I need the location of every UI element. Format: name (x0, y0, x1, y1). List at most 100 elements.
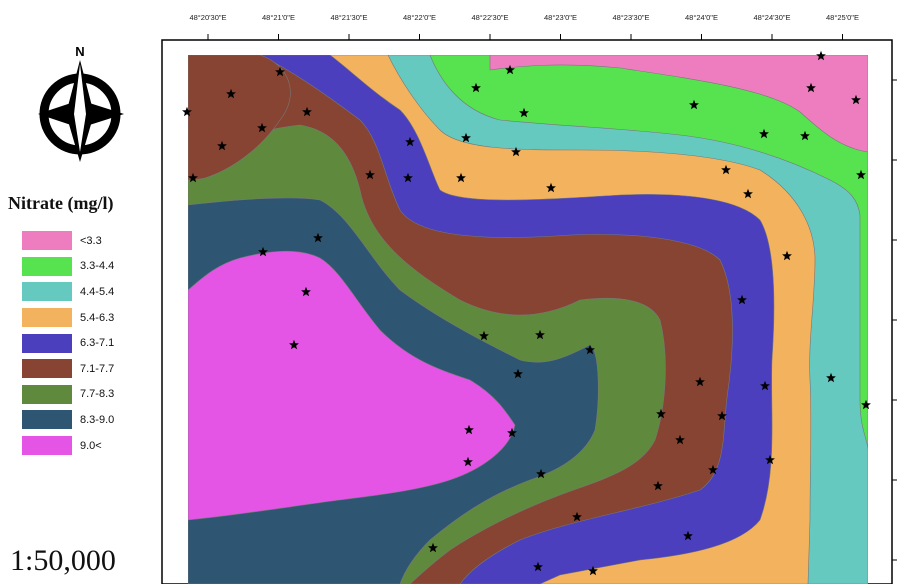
legend-item: 8.3-9.0 (22, 407, 114, 433)
sample-point-star-icon (428, 542, 438, 553)
legend-swatch (22, 436, 72, 456)
sample-point-star-icon (182, 106, 192, 117)
sample-point-star-icon (588, 565, 598, 576)
legend-label: 4.4-5.4 (80, 285, 115, 298)
sample-point-star-icon (464, 424, 474, 435)
right-ticks (892, 79, 897, 561)
sample-point-star-icon (653, 480, 663, 491)
longitude-label: 48°23'0"E (544, 13, 577, 22)
longitude-label: 48°21'0"E (262, 13, 295, 22)
sample-point-star-icon (546, 182, 556, 193)
legend-swatch (22, 333, 72, 353)
sample-point-star-icon (759, 128, 769, 139)
sample-point-star-icon (519, 107, 529, 118)
north-letter: N (75, 44, 84, 59)
legend-item: 3.3-4.4 (22, 254, 114, 280)
legend-item: 5.4-6.3 (22, 305, 114, 331)
longitude-ticks: 48°20'30"E 48°21'0"E 48°21'30"E 48°22'0"E 48… (189, 13, 859, 40)
sample-point-star-icon (656, 408, 666, 419)
legend-swatch (22, 256, 72, 276)
sample-point-star-icon (505, 64, 515, 75)
sample-point-star-icon (861, 399, 871, 410)
sample-point-star-icon (533, 561, 543, 572)
legend-label: <3.3 (80, 234, 102, 247)
sample-point-star-icon (721, 164, 731, 175)
legend-label: 5.4-6.3 (80, 311, 115, 324)
zone-lt-3-3 (489, 55, 868, 153)
longitude-label: 48°21'30"E (330, 13, 367, 22)
legend-label: 9.0< (80, 439, 102, 452)
sample-point-star-icon (800, 130, 810, 141)
longitude-label: 48°25'0"E (826, 13, 859, 22)
sample-point-star-icon (536, 468, 546, 479)
legend-item: 4.4-5.4 (22, 279, 114, 305)
legend-label: 3.3-4.4 (80, 260, 115, 273)
legend-swatch (22, 282, 72, 302)
contour-zones (188, 55, 868, 584)
sample-point-star-icon (585, 344, 595, 355)
legend-swatch (22, 384, 72, 404)
sample-point-star-icon (463, 456, 473, 467)
north-arrow-icon: N (38, 44, 124, 162)
sample-point-star-icon (289, 339, 299, 350)
sample-point-star-icon (683, 530, 693, 541)
sample-point-star-icon (507, 427, 517, 438)
sample-point-star-icon (403, 172, 413, 183)
longitude-label: 48°24'0"E (685, 13, 718, 22)
sample-point-star-icon (737, 294, 747, 305)
sample-point-star-icon (806, 82, 816, 93)
sample-point-star-icon (226, 88, 236, 99)
legend-item: 7.1-7.7 (22, 356, 114, 382)
sample-point-star-icon (365, 169, 375, 180)
legend-swatch (22, 231, 72, 251)
sample-point-star-icon (257, 122, 267, 133)
longitude-label: 48°22'0"E (403, 13, 436, 22)
legend-label: 7.7-8.3 (80, 388, 115, 401)
sample-point-star-icon (717, 410, 727, 421)
sample-point-star-icon (313, 232, 323, 243)
sample-point-star-icon (689, 99, 699, 110)
sample-point-star-icon (675, 434, 685, 445)
longitude-label: 48°22'30"E (471, 13, 508, 22)
sample-point-star-icon (302, 106, 312, 117)
sample-points (182, 50, 871, 576)
sample-point-star-icon (217, 140, 227, 151)
sample-point-star-icon (471, 82, 481, 93)
sample-point-star-icon (708, 464, 718, 475)
sample-point-star-icon (479, 330, 489, 341)
scale-label: 1:50,000 (10, 544, 116, 577)
sample-point-star-icon (782, 250, 792, 261)
legend-label: 7.1-7.7 (80, 362, 115, 375)
sample-point-star-icon (405, 136, 415, 147)
legend-swatch (22, 359, 72, 379)
legend-swatch (22, 410, 72, 430)
sample-point-star-icon (765, 454, 775, 465)
legend-title: Nitrate (mg/l) (8, 193, 114, 213)
sample-point-star-icon (188, 172, 198, 183)
legend-item: 7.7-8.3 (22, 382, 114, 408)
zone-9-0-plus (188, 250, 516, 521)
sample-point-star-icon (301, 286, 311, 297)
sample-point-star-icon (760, 380, 770, 391)
legend-label: 8.3-9.0 (80, 413, 115, 426)
sample-point-star-icon (743, 188, 753, 199)
longitude-label: 48°24'30"E (753, 13, 790, 22)
map-frame (161, 39, 893, 584)
longitude-label: 48°23'30"E (612, 13, 649, 22)
sample-point-star-icon (572, 511, 582, 522)
longitude-label: 48°20'30"E (189, 13, 226, 22)
legend-item: <3.3 (22, 228, 114, 254)
legend-item: 6.3-7.1 (22, 330, 114, 356)
sample-point-star-icon (856, 169, 866, 180)
sample-point-star-icon (513, 368, 523, 379)
sample-point-star-icon (511, 146, 521, 157)
legend: <3.3 3.3-4.4 4.4-5.4 5.4-6.3 6.3-7.1 7.1-7.7 7… (22, 228, 114, 458)
sample-point-star-icon (816, 50, 826, 61)
sample-point-star-icon (695, 376, 705, 387)
sample-point-star-icon (275, 66, 285, 77)
sample-point-star-icon (258, 246, 268, 257)
legend-label: 6.3-7.1 (80, 337, 115, 350)
sample-point-star-icon (851, 94, 861, 105)
sample-point-star-icon (826, 372, 836, 383)
